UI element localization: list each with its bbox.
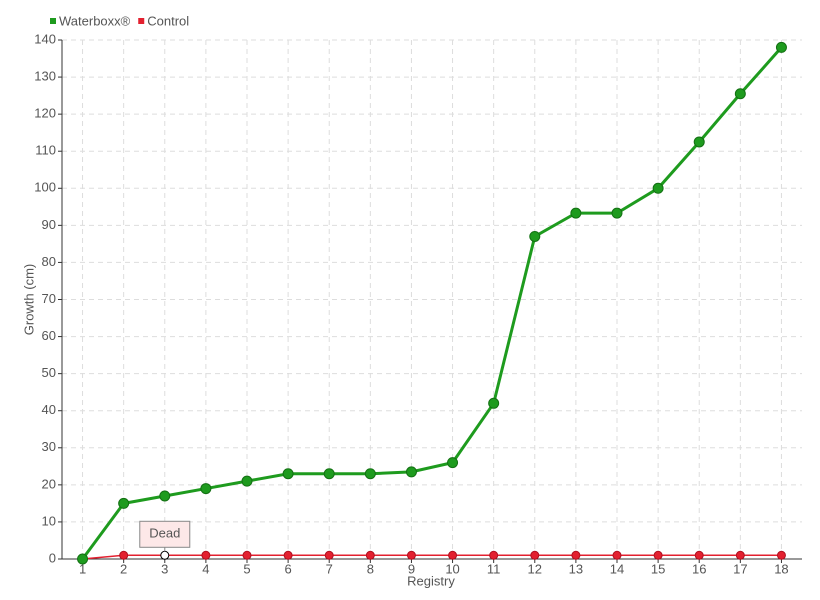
data-point [653, 550, 663, 560]
data-point [652, 182, 664, 194]
data-point [776, 550, 786, 560]
y-tick-label: 60 [42, 328, 56, 343]
x-tick-label: 11 [487, 561, 501, 576]
y-tick-label: 110 [35, 143, 56, 158]
x-tick-label: 1 [79, 561, 86, 576]
data-point [201, 550, 211, 560]
data-point [570, 207, 582, 219]
x-tick-label: 10 [445, 561, 459, 576]
data-point [611, 207, 623, 219]
y-tick-label: 70 [42, 291, 56, 306]
data-point [734, 88, 746, 100]
x-tick-label: 9 [408, 561, 415, 576]
data-point [159, 490, 171, 502]
data-point [448, 550, 458, 560]
y-tick-label: 0 [49, 550, 56, 565]
data-point [529, 230, 541, 242]
legend-label: Control [147, 13, 189, 28]
data-point [405, 466, 417, 478]
data-point [283, 550, 293, 560]
data-point [694, 550, 704, 560]
y-tick-label: 50 [42, 365, 56, 380]
data-point [571, 550, 581, 560]
y-tick-label: 30 [42, 439, 56, 454]
data-point [241, 475, 253, 487]
y-tick-label: 10 [42, 513, 56, 528]
x-axis-label: Registry [407, 573, 455, 588]
data-point [118, 497, 130, 509]
x-tick-label: 18 [774, 561, 788, 576]
data-point [282, 468, 294, 480]
data-point [447, 457, 459, 469]
x-tick-label: 17 [733, 561, 747, 576]
x-tick-label: 13 [569, 561, 583, 576]
legend-label: Waterboxx® [59, 13, 131, 28]
legend-swatch [138, 18, 145, 24]
legend-swatch [50, 18, 56, 24]
y-tick-label: 20 [42, 476, 56, 491]
y-tick-label: 100 [34, 180, 56, 195]
x-tick-label: 5 [243, 561, 250, 576]
data-point [489, 550, 499, 560]
data-point [612, 550, 622, 560]
data-point [735, 550, 745, 560]
data-point [365, 550, 375, 560]
data-point [119, 550, 129, 560]
data-point [530, 550, 540, 560]
x-tick-label: 4 [202, 561, 209, 576]
x-tick-label: 6 [284, 561, 291, 576]
y-tick-label: 80 [42, 254, 56, 269]
data-point [160, 550, 170, 560]
x-tick-label: 16 [692, 561, 706, 576]
series-line [82, 554, 782, 560]
data-point [406, 550, 416, 560]
data-point [242, 550, 252, 560]
annotation-text: Dead [149, 526, 180, 541]
x-tick-label: 7 [326, 561, 333, 576]
y-tick-label: 130 [34, 69, 56, 84]
y-axis-label: Growth (cm) [21, 264, 36, 336]
y-tick-label: 90 [42, 217, 56, 232]
x-tick-label: 15 [651, 561, 665, 576]
data-point [77, 553, 89, 565]
x-tick-label: 8 [367, 561, 374, 576]
data-point [200, 483, 212, 495]
data-point [693, 136, 705, 148]
data-point [323, 468, 335, 480]
y-tick-label: 40 [42, 402, 56, 417]
y-tick-label: 140 [34, 31, 56, 46]
x-tick-label: 14 [610, 561, 624, 576]
series-line [81, 46, 783, 560]
data-point [775, 41, 787, 53]
data-point [364, 468, 376, 480]
x-tick-label: 2 [120, 561, 127, 576]
x-tick-label: 12 [528, 561, 542, 576]
x-tick-label: 3 [161, 561, 168, 576]
data-point [488, 397, 500, 409]
y-tick-label: 120 [34, 106, 56, 121]
data-point [324, 550, 334, 560]
